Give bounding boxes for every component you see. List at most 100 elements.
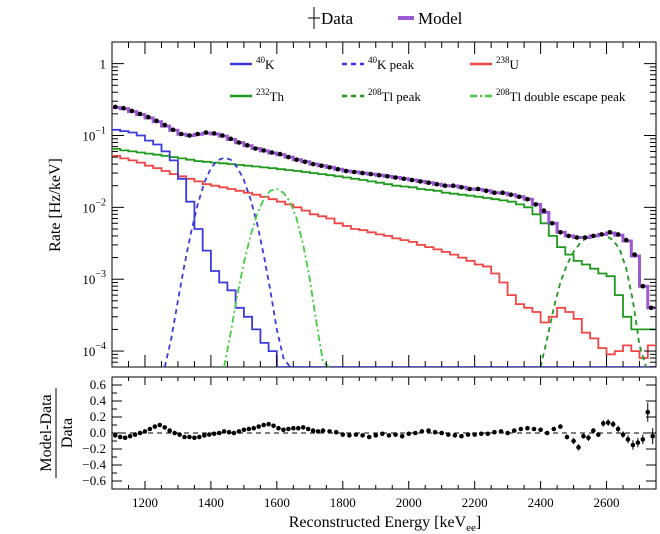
legend-label-text: Tl peak bbox=[382, 89, 422, 104]
ratio-point bbox=[271, 423, 276, 429]
ratio-point bbox=[620, 432, 626, 437]
legend-entry-tl208dep: 208Tl double escape peak bbox=[470, 87, 626, 104]
y-tick-label: 10−1 bbox=[82, 125, 106, 143]
ratio-point bbox=[305, 426, 311, 432]
ratio-point bbox=[571, 438, 576, 444]
data-point bbox=[492, 190, 497, 195]
data-point bbox=[154, 118, 159, 124]
y-tick-label: 10−2 bbox=[82, 197, 106, 215]
ratio-point bbox=[347, 433, 352, 438]
x-axis-title-main: Reconstructed Energy [keV bbox=[289, 514, 467, 531]
ratio-point bbox=[221, 429, 227, 434]
ratio-point bbox=[266, 421, 271, 427]
ratio-point bbox=[177, 432, 182, 437]
legend-label-sup: 40 bbox=[368, 55, 378, 65]
ratio-point bbox=[380, 431, 385, 437]
data-point bbox=[137, 111, 143, 117]
ratio-point bbox=[525, 425, 530, 431]
ratio-point bbox=[152, 424, 158, 429]
data-point bbox=[450, 183, 456, 188]
x-axis-title-sub: ee bbox=[466, 522, 476, 534]
ratio-point bbox=[399, 433, 405, 439]
ratio-point bbox=[162, 425, 168, 430]
data-point bbox=[574, 235, 580, 240]
legend-entry-u238: 238U bbox=[470, 55, 520, 72]
top-axes: 110−110−210−310−4 bbox=[82, 41, 657, 368]
ratio-point bbox=[241, 427, 247, 433]
data-point bbox=[352, 169, 357, 175]
ratio-point bbox=[157, 422, 163, 428]
x-axis-title: Reconstructed Energy [keVee] bbox=[289, 514, 482, 534]
ratio-point bbox=[505, 430, 510, 436]
ratio-point bbox=[261, 422, 266, 428]
x-tick-label: 1600 bbox=[264, 495, 290, 510]
ratio-point bbox=[286, 426, 291, 432]
data-point bbox=[607, 230, 613, 235]
data-point bbox=[302, 159, 308, 165]
data-point bbox=[426, 180, 431, 185]
x-tick-label: 2200 bbox=[462, 495, 488, 510]
data-point bbox=[335, 166, 341, 172]
ratio-point bbox=[211, 431, 217, 437]
data-point bbox=[211, 131, 217, 136]
ratio-point bbox=[216, 430, 222, 436]
ratio-y-tick-label: −0.6 bbox=[82, 473, 106, 488]
ratio-point bbox=[353, 432, 359, 437]
data-point bbox=[236, 140, 242, 145]
data-point bbox=[599, 232, 604, 237]
data-point bbox=[360, 170, 365, 176]
ratio-point bbox=[360, 433, 365, 438]
ratio-point bbox=[127, 433, 133, 439]
legend-label-k40: 40K bbox=[256, 55, 275, 72]
ratio-point bbox=[366, 434, 372, 440]
ratio-point bbox=[615, 426, 621, 432]
ratio-point bbox=[551, 426, 557, 432]
ratio-point bbox=[459, 433, 464, 439]
data-point bbox=[640, 283, 646, 289]
data-point bbox=[393, 175, 398, 180]
ratio-point bbox=[492, 429, 497, 435]
ratio-point bbox=[511, 428, 517, 433]
ratio-point bbox=[226, 429, 232, 435]
ratio-point bbox=[591, 428, 596, 433]
ratio-y-tick-label: 0.4 bbox=[90, 393, 107, 408]
data-point bbox=[310, 161, 316, 167]
ratio-point bbox=[142, 429, 148, 434]
ratio-point bbox=[605, 420, 611, 425]
legend-label-sup: 208 bbox=[368, 87, 382, 97]
data-point bbox=[533, 202, 538, 207]
y-tick-label-exponent: −1 bbox=[95, 125, 106, 136]
legend-label-sup: 232 bbox=[256, 87, 270, 97]
ratio-point bbox=[600, 421, 606, 426]
ratio-y-tick-label: −0.4 bbox=[82, 457, 106, 472]
ratio-point bbox=[419, 429, 425, 434]
series-tl208dep bbox=[223, 188, 331, 367]
ratio-point bbox=[538, 427, 543, 433]
ratio-point bbox=[206, 432, 212, 437]
ratio-y-tick-label: 0.2 bbox=[90, 409, 106, 424]
ratio-point bbox=[117, 434, 123, 440]
data-point bbox=[442, 183, 448, 188]
top-legend-data-label: Data bbox=[321, 9, 354, 28]
legend-label-text: U bbox=[510, 57, 520, 72]
data-point bbox=[549, 221, 555, 226]
legend-label-tl208peak: 208Tl peak bbox=[368, 87, 421, 104]
x-tick-label: 1200 bbox=[132, 495, 158, 510]
data-point bbox=[459, 185, 464, 190]
ratio-point bbox=[445, 432, 451, 437]
ratio-point bbox=[182, 434, 187, 440]
ratio-point bbox=[231, 430, 237, 436]
ratio-point bbox=[465, 432, 471, 437]
ratio-point bbox=[202, 433, 207, 438]
ratio-point bbox=[122, 435, 128, 441]
y-tick-label-base: 10 bbox=[82, 344, 95, 359]
series-u238 bbox=[112, 155, 656, 359]
legend-entry-k40: 40K bbox=[230, 55, 275, 72]
legend-entry-th232: 232Th bbox=[230, 87, 284, 104]
y-tick-label-base: 10 bbox=[82, 200, 95, 215]
ratio-y-tick-label: 0.0 bbox=[90, 425, 106, 440]
top-legend-data: Data bbox=[308, 7, 354, 29]
ratio-point bbox=[386, 433, 392, 438]
